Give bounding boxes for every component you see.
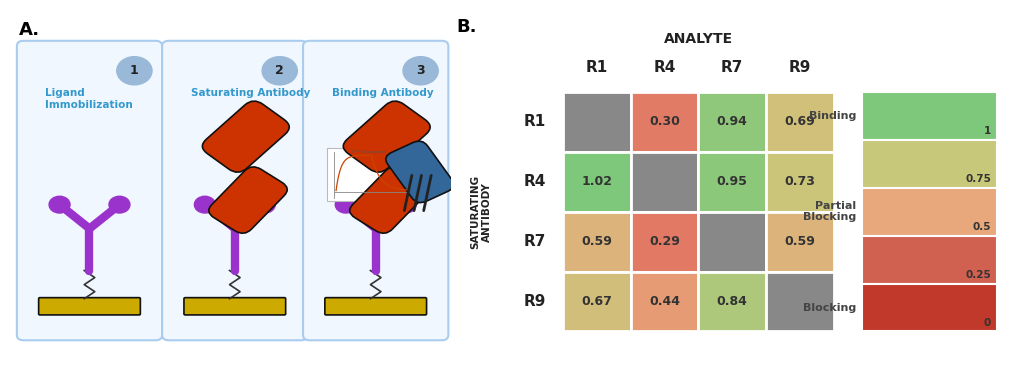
Circle shape	[117, 57, 152, 85]
Text: 3: 3	[417, 64, 425, 77]
Text: 0.84: 0.84	[717, 295, 748, 308]
Text: 0.69: 0.69	[784, 115, 815, 128]
FancyBboxPatch shape	[16, 41, 162, 340]
Text: R1: R1	[586, 60, 608, 75]
Text: 0: 0	[984, 318, 991, 328]
Text: 0.67: 0.67	[582, 295, 612, 308]
Circle shape	[49, 196, 70, 213]
Bar	[862, 236, 997, 284]
Bar	[698, 272, 766, 331]
FancyBboxPatch shape	[184, 298, 286, 315]
Bar	[563, 212, 631, 272]
Text: R1: R1	[524, 115, 546, 129]
Circle shape	[195, 196, 215, 213]
FancyBboxPatch shape	[209, 167, 288, 233]
Bar	[698, 212, 766, 272]
Bar	[328, 148, 411, 201]
Bar	[563, 152, 631, 212]
FancyBboxPatch shape	[343, 101, 430, 172]
Text: Binding: Binding	[809, 111, 856, 121]
Circle shape	[403, 57, 438, 85]
Bar	[766, 212, 834, 272]
Text: R9: R9	[524, 294, 546, 309]
Bar	[698, 152, 766, 212]
Circle shape	[254, 196, 275, 213]
FancyBboxPatch shape	[203, 101, 289, 172]
Circle shape	[395, 196, 416, 213]
Bar	[631, 152, 698, 212]
Text: R9: R9	[788, 60, 811, 75]
Text: Binding Antibody: Binding Antibody	[332, 88, 433, 98]
Text: 0.44: 0.44	[649, 295, 680, 308]
Bar	[563, 272, 631, 331]
Bar	[631, 212, 698, 272]
Text: 0.29: 0.29	[649, 235, 680, 248]
Bar	[862, 92, 997, 140]
Text: 1: 1	[130, 64, 139, 77]
Bar	[631, 272, 698, 331]
Bar	[698, 92, 766, 152]
FancyBboxPatch shape	[386, 141, 454, 203]
Text: R4: R4	[653, 60, 676, 75]
Text: SPR Sensorgram: SPR Sensorgram	[352, 150, 386, 154]
Text: 1.02: 1.02	[582, 175, 612, 188]
Bar	[862, 284, 997, 331]
Text: Saturating Antibody: Saturating Antibody	[190, 88, 310, 98]
Text: R7: R7	[524, 234, 546, 249]
Text: A.: A.	[19, 21, 40, 39]
Text: 0.75: 0.75	[966, 174, 991, 184]
Text: 0.30: 0.30	[649, 115, 680, 128]
Text: 0.59: 0.59	[784, 235, 815, 248]
FancyBboxPatch shape	[349, 167, 428, 233]
Text: 0.73: 0.73	[784, 175, 815, 188]
Bar	[766, 92, 834, 152]
Bar	[766, 272, 834, 331]
Bar	[862, 188, 997, 236]
Text: 1: 1	[984, 126, 991, 136]
Circle shape	[335, 196, 356, 213]
Text: B.: B.	[457, 18, 477, 36]
Bar	[766, 152, 834, 212]
Text: 0.95: 0.95	[717, 175, 748, 188]
Text: Ligand
Immobilization: Ligand Immobilization	[45, 88, 133, 110]
Text: 0.5: 0.5	[973, 222, 991, 232]
Text: 0.59: 0.59	[582, 235, 612, 248]
Text: Blocking: Blocking	[803, 302, 856, 313]
FancyBboxPatch shape	[39, 298, 140, 315]
Circle shape	[262, 57, 297, 85]
Bar	[563, 92, 631, 152]
Text: ANALYTE: ANALYTE	[664, 32, 733, 46]
Bar	[862, 140, 997, 188]
Text: 0.25: 0.25	[966, 270, 991, 280]
Text: Partial
Blocking: Partial Blocking	[803, 201, 856, 222]
FancyBboxPatch shape	[162, 41, 307, 340]
Circle shape	[109, 196, 130, 213]
Text: SATURATING
ANTIBODY: SATURATING ANTIBODY	[471, 175, 493, 249]
Text: 2: 2	[275, 64, 284, 77]
FancyBboxPatch shape	[303, 41, 449, 340]
FancyBboxPatch shape	[325, 298, 427, 315]
Bar	[631, 92, 698, 152]
Text: R7: R7	[721, 60, 743, 75]
Text: R4: R4	[524, 174, 546, 189]
Text: 0.94: 0.94	[717, 115, 748, 128]
